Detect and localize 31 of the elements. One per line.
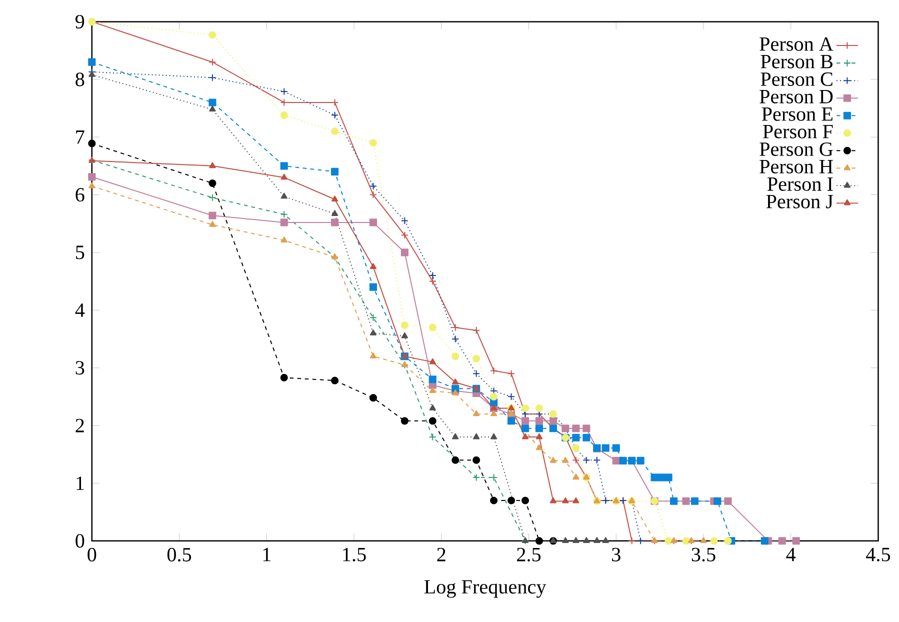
x-tick-label: 4 — [786, 548, 796, 562]
x-tick-label: 2.5 — [517, 548, 541, 562]
x-axis-title: Log Frequency — [424, 580, 546, 598]
legend-label: Person C — [760, 72, 832, 86]
legend-label: Person F — [762, 124, 833, 138]
y-tick-label: 5 — [76, 246, 84, 260]
x-tick-label: 1 — [263, 548, 270, 562]
y-tick-label: 0 — [76, 534, 84, 548]
x-tick-label: 4.5 — [866, 548, 890, 562]
y-tick-label: 7 — [76, 130, 84, 144]
x-tick-label: 1.5 — [343, 548, 366, 562]
y-tick-label: 9 — [76, 14, 84, 28]
y-tick-label: 3 — [76, 361, 84, 375]
y-tick-label: 1 — [76, 476, 84, 490]
y-tick-label: 6 — [76, 188, 84, 202]
legend-label: Person J — [766, 194, 834, 208]
x-tick-label: 3 — [612, 548, 620, 562]
y-tick-label: 8 — [76, 72, 84, 86]
legend-label: Person D — [760, 90, 833, 104]
x-tick-label: 3.5 — [692, 548, 716, 562]
legend-label: Person B — [760, 54, 832, 68]
x-tick-label: 0.5 — [167, 548, 192, 562]
legend-label: Person H — [760, 160, 833, 174]
x-tick-label: 2 — [437, 548, 446, 562]
legend-label: Person G — [760, 142, 833, 156]
y-tick-label: 2 — [76, 418, 84, 432]
y-tick-label: 4 — [75, 303, 85, 317]
legend-label: Person E — [762, 107, 832, 121]
legend-label: Person I — [767, 177, 833, 191]
x-tick-label: 0 — [88, 548, 96, 562]
legend-label: Person A — [760, 37, 834, 51]
